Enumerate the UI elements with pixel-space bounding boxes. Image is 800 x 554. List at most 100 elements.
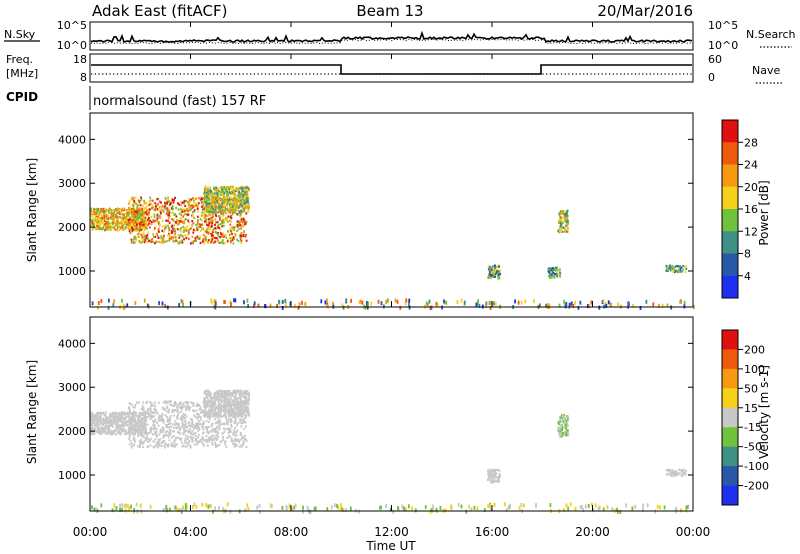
scatter-cell [199, 406, 202, 409]
scatter-cell [560, 225, 563, 228]
scatter-cell [208, 430, 211, 433]
scatter-cell [154, 202, 157, 205]
scatter-cell [134, 403, 137, 406]
scatter-cell [215, 237, 218, 240]
noise-search-line [90, 38, 693, 45]
scatter-cell [496, 265, 499, 268]
scatter-cell [207, 393, 210, 396]
scatter-cell [97, 219, 100, 223]
scatter-cell [632, 303, 634, 308]
scatter-cell [550, 274, 553, 278]
scatter-cell [684, 265, 687, 268]
scatter-cell [229, 234, 232, 237]
scatter-cell [385, 299, 388, 304]
scatter-cell [203, 186, 206, 189]
scatter-cell [349, 506, 352, 511]
scatter-cell [109, 222, 111, 225]
scatter-cell [197, 219, 199, 222]
scatter-cell [162, 236, 165, 239]
scatter-cell [214, 414, 217, 417]
scatter-cell [125, 421, 127, 424]
scatter-cell [137, 427, 140, 430]
scatter-cell [187, 213, 189, 216]
scatter-cell [551, 271, 554, 274]
scatter-cell [106, 430, 109, 433]
scatter-cell [244, 390, 247, 393]
scatter-cell [143, 432, 146, 436]
scatter-cell [674, 472, 676, 475]
scatter-cell [240, 425, 243, 428]
scatter-cell [232, 431, 235, 435]
scatter-cell [326, 507, 329, 511]
scatter-cell [161, 229, 164, 232]
scatter-cell [179, 228, 182, 231]
scatter-cell [176, 443, 178, 446]
scatter-cell [150, 403, 153, 407]
scatter-cell [136, 219, 139, 222]
scatter-cell [197, 424, 199, 428]
scatter-cell [207, 202, 210, 205]
scatter-cell [566, 418, 569, 421]
scatter-cell [140, 196, 142, 199]
scatter-cell [679, 472, 681, 475]
scatter-cell [208, 189, 211, 193]
scatter-cell [380, 505, 382, 510]
scatter-cell [143, 216, 145, 219]
scatter-cell [154, 418, 157, 421]
colorbar-tick-label: 20 [744, 181, 758, 194]
scatter-cell [239, 224, 242, 227]
scatter-cell [243, 395, 245, 398]
scatter-cell [231, 393, 234, 396]
scatter-cell [227, 392, 230, 395]
scatter-cell [138, 226, 140, 229]
scatter-cell [661, 303, 664, 308]
scatter-cell [111, 213, 114, 216]
scatter-cell [142, 210, 144, 213]
scatter-cell [152, 421, 155, 424]
scatter-cell [488, 270, 491, 273]
scatter-cell [192, 436, 195, 439]
scatter-cell [93, 507, 96, 512]
colorbar-segment [722, 446, 738, 467]
scatter-cell [143, 421, 146, 424]
scatter-cell [238, 414, 241, 417]
scatter-cell [188, 198, 191, 201]
scatter-cell [234, 426, 236, 429]
scatter-cell [121, 423, 124, 426]
scatter-cell [223, 397, 226, 400]
scatter-cell [209, 241, 212, 244]
scatter-cell [189, 406, 192, 409]
scatter-cell [240, 410, 242, 413]
scatter-cell [214, 406, 216, 410]
scatter-cell [491, 274, 494, 277]
scatter-cell [161, 205, 164, 208]
scatter-cell [98, 223, 101, 226]
scatter-cell [91, 424, 94, 427]
scatter-cell [182, 302, 184, 307]
scatter-cell [119, 222, 121, 225]
scatter-cell [182, 403, 184, 406]
scatter-cell [121, 207, 124, 210]
scatter-cell [443, 299, 445, 304]
scatter-cell [294, 503, 297, 508]
scatter-cell [230, 204, 232, 207]
scatter-cell [172, 219, 175, 222]
scatter-cell [218, 204, 221, 207]
scatter-cell [183, 416, 185, 419]
scatter-cell [221, 239, 224, 242]
scatter-cell [172, 240, 175, 243]
scatter-cell [229, 299, 232, 304]
scatter-cell [176, 415, 178, 418]
scatter-cell [123, 412, 126, 415]
scatter-cell [493, 271, 496, 274]
scatter-cell [247, 411, 250, 414]
scatter-cell [90, 214, 93, 217]
scatter-cell [227, 211, 230, 214]
scatter-cell [495, 472, 497, 475]
scatter-cell [96, 215, 98, 218]
scatter-cell [211, 214, 214, 217]
scatter-cell [195, 423, 198, 426]
scatter-cell [105, 228, 108, 231]
scatter-cell [144, 417, 147, 420]
scatter-cell [342, 305, 345, 310]
